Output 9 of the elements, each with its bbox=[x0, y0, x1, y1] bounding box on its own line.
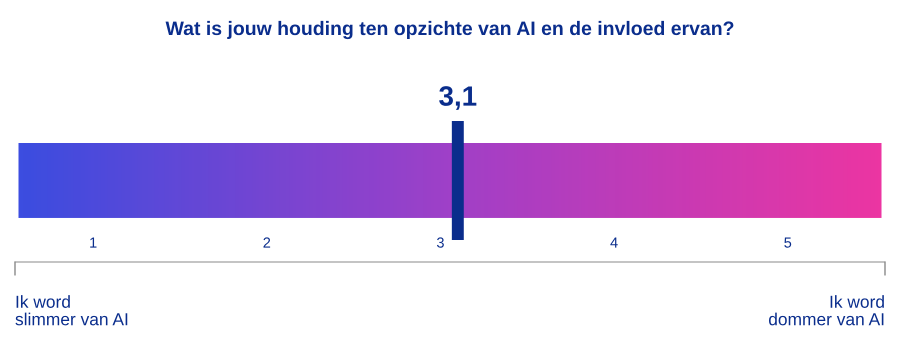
x-tick-label: 3 bbox=[436, 237, 444, 248]
ref-line-label: 3,1 bbox=[439, 86, 476, 110]
x-tick-label: 5 bbox=[784, 238, 792, 248]
text: Ik word dommer van AI bbox=[768, 295, 884, 326]
chart-title: Wat is jouw houding ten opzichte van AI en de invloed ervan? bbox=[166, 20, 734, 40]
x-tick-label: 1 bbox=[90, 238, 96, 248]
text: Ik word slimmer van AI bbox=[15, 295, 128, 326]
x-tick-label: 2 bbox=[263, 237, 270, 248]
x-tick-label: 4 bbox=[610, 238, 618, 248]
